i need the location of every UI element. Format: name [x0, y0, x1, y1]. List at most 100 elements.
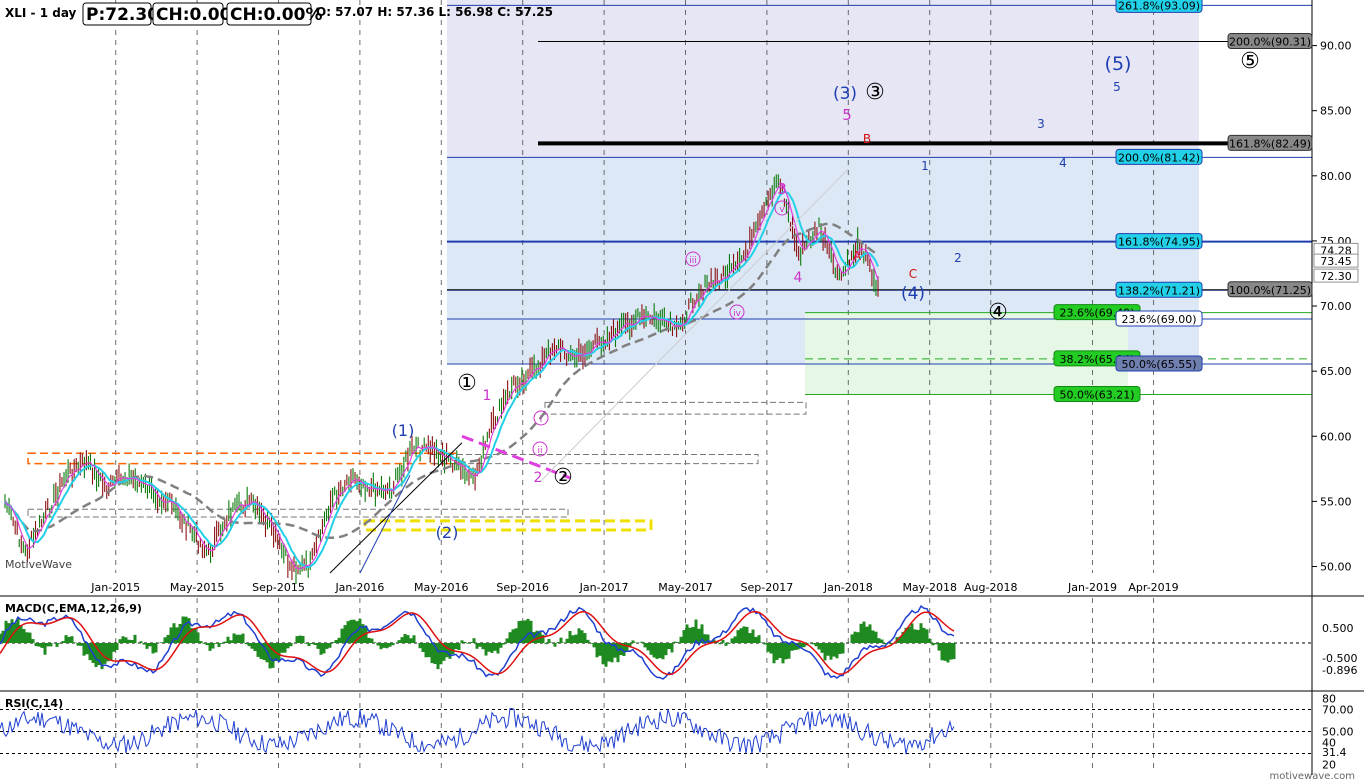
rsi-tick-label: 31.4 — [1322, 746, 1347, 759]
header-box — [82, 2, 152, 26]
rsi-title: RSI(C,14) — [5, 697, 63, 710]
wave-label: (5) — [1105, 53, 1132, 75]
macd-tick-label: -0.500 — [1322, 652, 1357, 665]
price-tag-box — [1313, 268, 1359, 283]
macd-signal-line — [0, 610, 955, 676]
y-tick-label: 50.00 — [1320, 560, 1352, 573]
y-tick-label: 70.00 — [1320, 300, 1352, 313]
zone-gray — [27, 508, 569, 518]
x-tick-label: Sep-2015 — [252, 581, 305, 594]
fib-label-box — [1115, 148, 1203, 165]
header-box — [152, 2, 224, 26]
fib-label: 50.0%(65.55) — [1121, 358, 1196, 371]
x-tick-label: May-2016 — [414, 581, 469, 594]
wave-label: (1) — [392, 421, 415, 440]
ma-mid-line — [4, 190, 879, 569]
x-tick-label: Jan-2019 — [1067, 581, 1117, 594]
x-tick-label: Jan-2017 — [579, 581, 629, 594]
rsi-tick-label: 50.00 — [1322, 726, 1354, 739]
fib-label-box — [1115, 233, 1203, 250]
y-tick-label: 85.00 — [1320, 105, 1352, 118]
wave-label: 3 — [777, 180, 787, 198]
wave-circle — [685, 251, 701, 267]
wave-label: B — [863, 132, 871, 146]
zone-yellow — [363, 519, 653, 532]
x-tick-label: Jan-2015 — [90, 581, 140, 594]
y-tick-label: 65.00 — [1320, 365, 1352, 378]
fib-label: 138.2%(71.21) — [1118, 284, 1200, 297]
wave-label: ii — [537, 446, 542, 456]
rsi-tick-label: 70.00 — [1322, 704, 1354, 717]
fib-label-box — [1227, 281, 1313, 298]
wave-label: C — [909, 267, 917, 281]
price-tag-label: 73.45 — [1320, 255, 1352, 268]
wave-label: A — [853, 249, 862, 263]
y-tick-label: 90.00 — [1320, 40, 1352, 53]
wave-label: (2) — [436, 523, 459, 542]
zone-gray — [544, 401, 807, 415]
y-tick-label: 80.00 — [1320, 170, 1352, 183]
wave-label: 1 — [921, 159, 929, 173]
header-ohlc: O: 57.07 H: 57.36 L: 56.98 C: 57.25 — [316, 5, 553, 19]
wave-circle — [774, 200, 790, 216]
fib-label-box — [1115, 281, 1203, 298]
x-tick-label: May-2015 — [170, 581, 225, 594]
y-tick-label: 55.00 — [1320, 495, 1352, 508]
x-tick-label: Jan-2016 — [334, 581, 384, 594]
trend-line — [539, 168, 849, 483]
wave-label: v — [779, 205, 785, 215]
wave-label: iv — [733, 309, 742, 319]
fib-label: 161.8%(82.49) — [1229, 137, 1311, 150]
wave-label: 5 — [1113, 80, 1121, 94]
x-tick-label: Sep-2016 — [496, 581, 549, 594]
macd-title: MACD(C,EMA,12,26,9) — [5, 602, 142, 615]
header-value: P:72.30 — [86, 5, 159, 25]
x-tick-label: Apr-2019 — [1128, 581, 1178, 594]
wave-label: ② — [553, 465, 573, 490]
macd-line — [0, 604, 955, 680]
fib-label: 100.0%(71.25) — [1229, 284, 1311, 297]
header-box — [226, 2, 312, 26]
wave-circle — [532, 441, 548, 457]
trend-line — [359, 475, 411, 574]
y-tick-label: 60.00 — [1320, 430, 1352, 443]
x-tick-label: Sep-2017 — [741, 581, 794, 594]
fib-label: 200.0%(90.31) — [1229, 36, 1311, 49]
fib-label-box — [1115, 310, 1203, 327]
axis-bg — [1312, 0, 1364, 783]
x-tick-label: May-2018 — [902, 581, 957, 594]
wave-label: (3) — [833, 84, 857, 104]
wave-label: ④ — [988, 300, 1008, 325]
watermark: MotiveWave — [5, 558, 72, 571]
wave-circle — [533, 410, 549, 426]
wave-label: ③ — [865, 80, 885, 105]
wave-label: 1 — [483, 388, 492, 404]
header-value: CH:0.00 — [156, 5, 232, 25]
price-tag-box — [1313, 253, 1359, 268]
fib-label-box — [1115, 355, 1203, 372]
price-tag-label: 72.30 — [1320, 270, 1352, 283]
trend-line — [329, 442, 463, 574]
x-tick-label: May-2017 — [658, 581, 713, 594]
header-symbol: XLI - 1 day — [5, 6, 77, 20]
fib-label: 261.8%(93.09) — [1118, 0, 1200, 12]
rsi-tick-label: 40 — [1322, 737, 1336, 750]
ma-fast-line — [4, 183, 879, 570]
fib-label-box — [1053, 385, 1141, 402]
wave-label: 5 — [842, 106, 852, 124]
wave-label: iii — [689, 256, 697, 266]
macd-tick-label: 0.500 — [1322, 622, 1354, 635]
rsi-line — [0, 707, 955, 755]
footer-brand: motivewave.com — [1269, 771, 1355, 782]
wave-label: (4) — [901, 284, 925, 304]
fib-label-box — [1115, 0, 1203, 13]
wave-label: 2 — [954, 251, 962, 265]
fib-label-box — [1227, 134, 1313, 151]
fib-label-box — [1227, 33, 1313, 50]
fib-label: 200.0%(81.42) — [1118, 151, 1200, 164]
rsi-tick-label: 80 — [1322, 693, 1336, 706]
ma-slow-line — [3, 222, 879, 540]
trend-line — [461, 434, 571, 480]
